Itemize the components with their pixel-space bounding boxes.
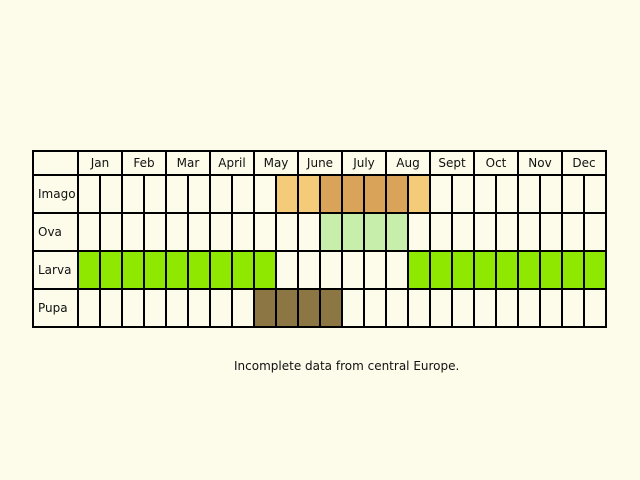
- period-cell-larva: [452, 251, 474, 289]
- period-cell-larva: [562, 251, 584, 289]
- month-label-sept: Sept: [438, 156, 466, 170]
- row-label-imago: Imago: [38, 187, 76, 201]
- period-cell-larva: [518, 251, 540, 289]
- row-label-pupa: Pupa: [38, 301, 68, 315]
- period-cell-larva: [78, 251, 100, 289]
- period-cell-ova: [342, 213, 364, 251]
- period-cell-pupa: [276, 289, 298, 327]
- period-cell-pupa: [254, 289, 276, 327]
- period-cell-larva: [496, 251, 518, 289]
- month-label-dec: Dec: [572, 156, 595, 170]
- period-cell-larva: [408, 251, 430, 289]
- month-label-oct: Oct: [486, 156, 507, 170]
- period-cell-larva: [232, 251, 254, 289]
- period-cell-imago: [298, 175, 320, 213]
- month-label-aug: Aug: [396, 156, 419, 170]
- row-label-larva: Larva: [38, 263, 71, 277]
- row-label-ova: Ova: [38, 225, 62, 239]
- period-cell-pupa: [298, 289, 320, 327]
- period-cell-larva: [100, 251, 122, 289]
- period-cell-imago: [364, 175, 386, 213]
- period-cell-larva: [584, 251, 606, 289]
- period-cell-imago: [276, 175, 298, 213]
- period-cell-larva: [254, 251, 276, 289]
- month-label-may: May: [264, 156, 289, 170]
- month-label-jan: Jan: [90, 156, 110, 170]
- period-cell-imago: [320, 175, 342, 213]
- period-cell-larva: [188, 251, 210, 289]
- period-cell-pupa: [320, 289, 342, 327]
- month-label-nov: Nov: [528, 156, 551, 170]
- period-cell-imago: [386, 175, 408, 213]
- period-cell-imago: [342, 175, 364, 213]
- month-label-july: July: [352, 156, 375, 170]
- period-cell-larva: [144, 251, 166, 289]
- month-label-june: June: [306, 156, 333, 170]
- month-label-feb: Feb: [133, 156, 154, 170]
- period-cell-larva: [474, 251, 496, 289]
- period-cell-ova: [386, 213, 408, 251]
- period-cell-ova: [320, 213, 342, 251]
- period-cell-ova: [364, 213, 386, 251]
- period-cell-larva: [122, 251, 144, 289]
- month-label-mar: Mar: [177, 156, 200, 170]
- period-cell-larva: [540, 251, 562, 289]
- chart-caption: Incomplete data from central Europe.: [234, 359, 460, 373]
- period-cell-larva: [166, 251, 188, 289]
- period-cell-imago: [408, 175, 430, 213]
- period-cell-larva: [430, 251, 452, 289]
- period-cell-larva: [210, 251, 232, 289]
- month-label-april: April: [218, 156, 245, 170]
